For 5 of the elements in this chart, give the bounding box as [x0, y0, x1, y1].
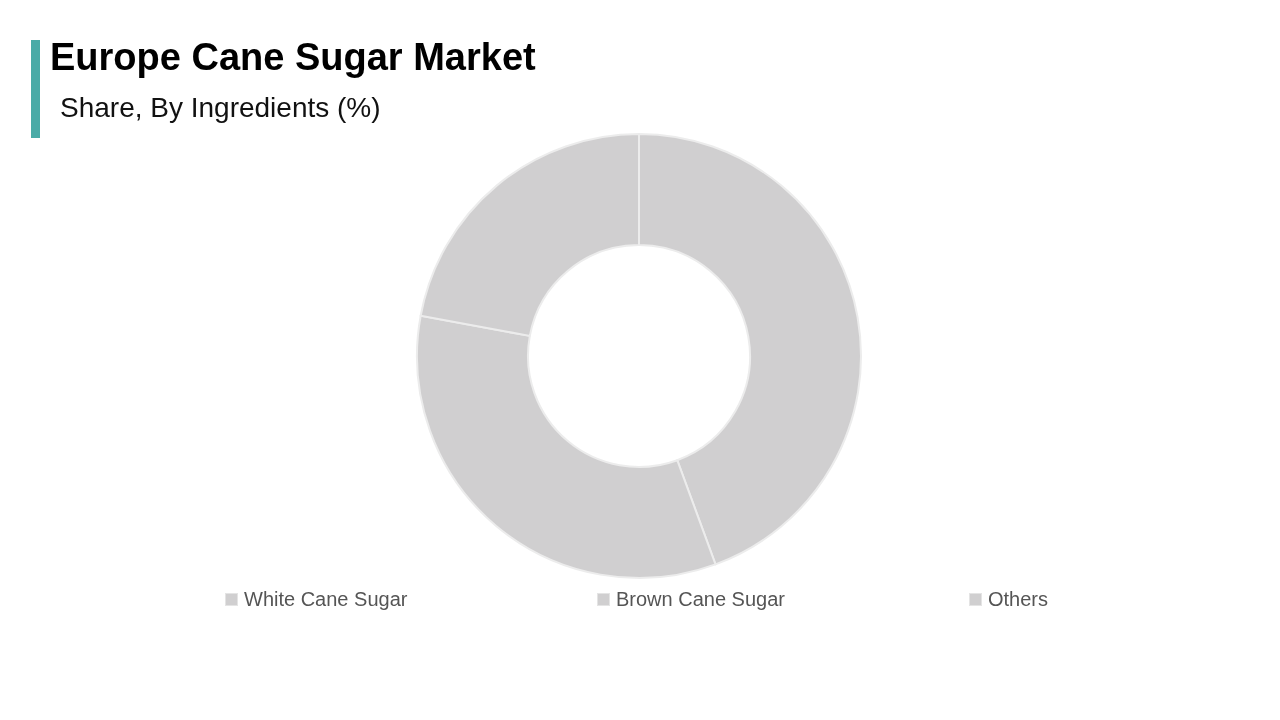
chart-title: Europe Cane Sugar Market — [50, 35, 536, 80]
legend-label: Others — [988, 587, 1049, 611]
chart-subtitle: Share, By Ingredients (%) — [60, 91, 381, 125]
legend-label: White Cane Sugar — [244, 587, 408, 611]
legend-label: Brown Cane Sugar — [616, 587, 785, 611]
